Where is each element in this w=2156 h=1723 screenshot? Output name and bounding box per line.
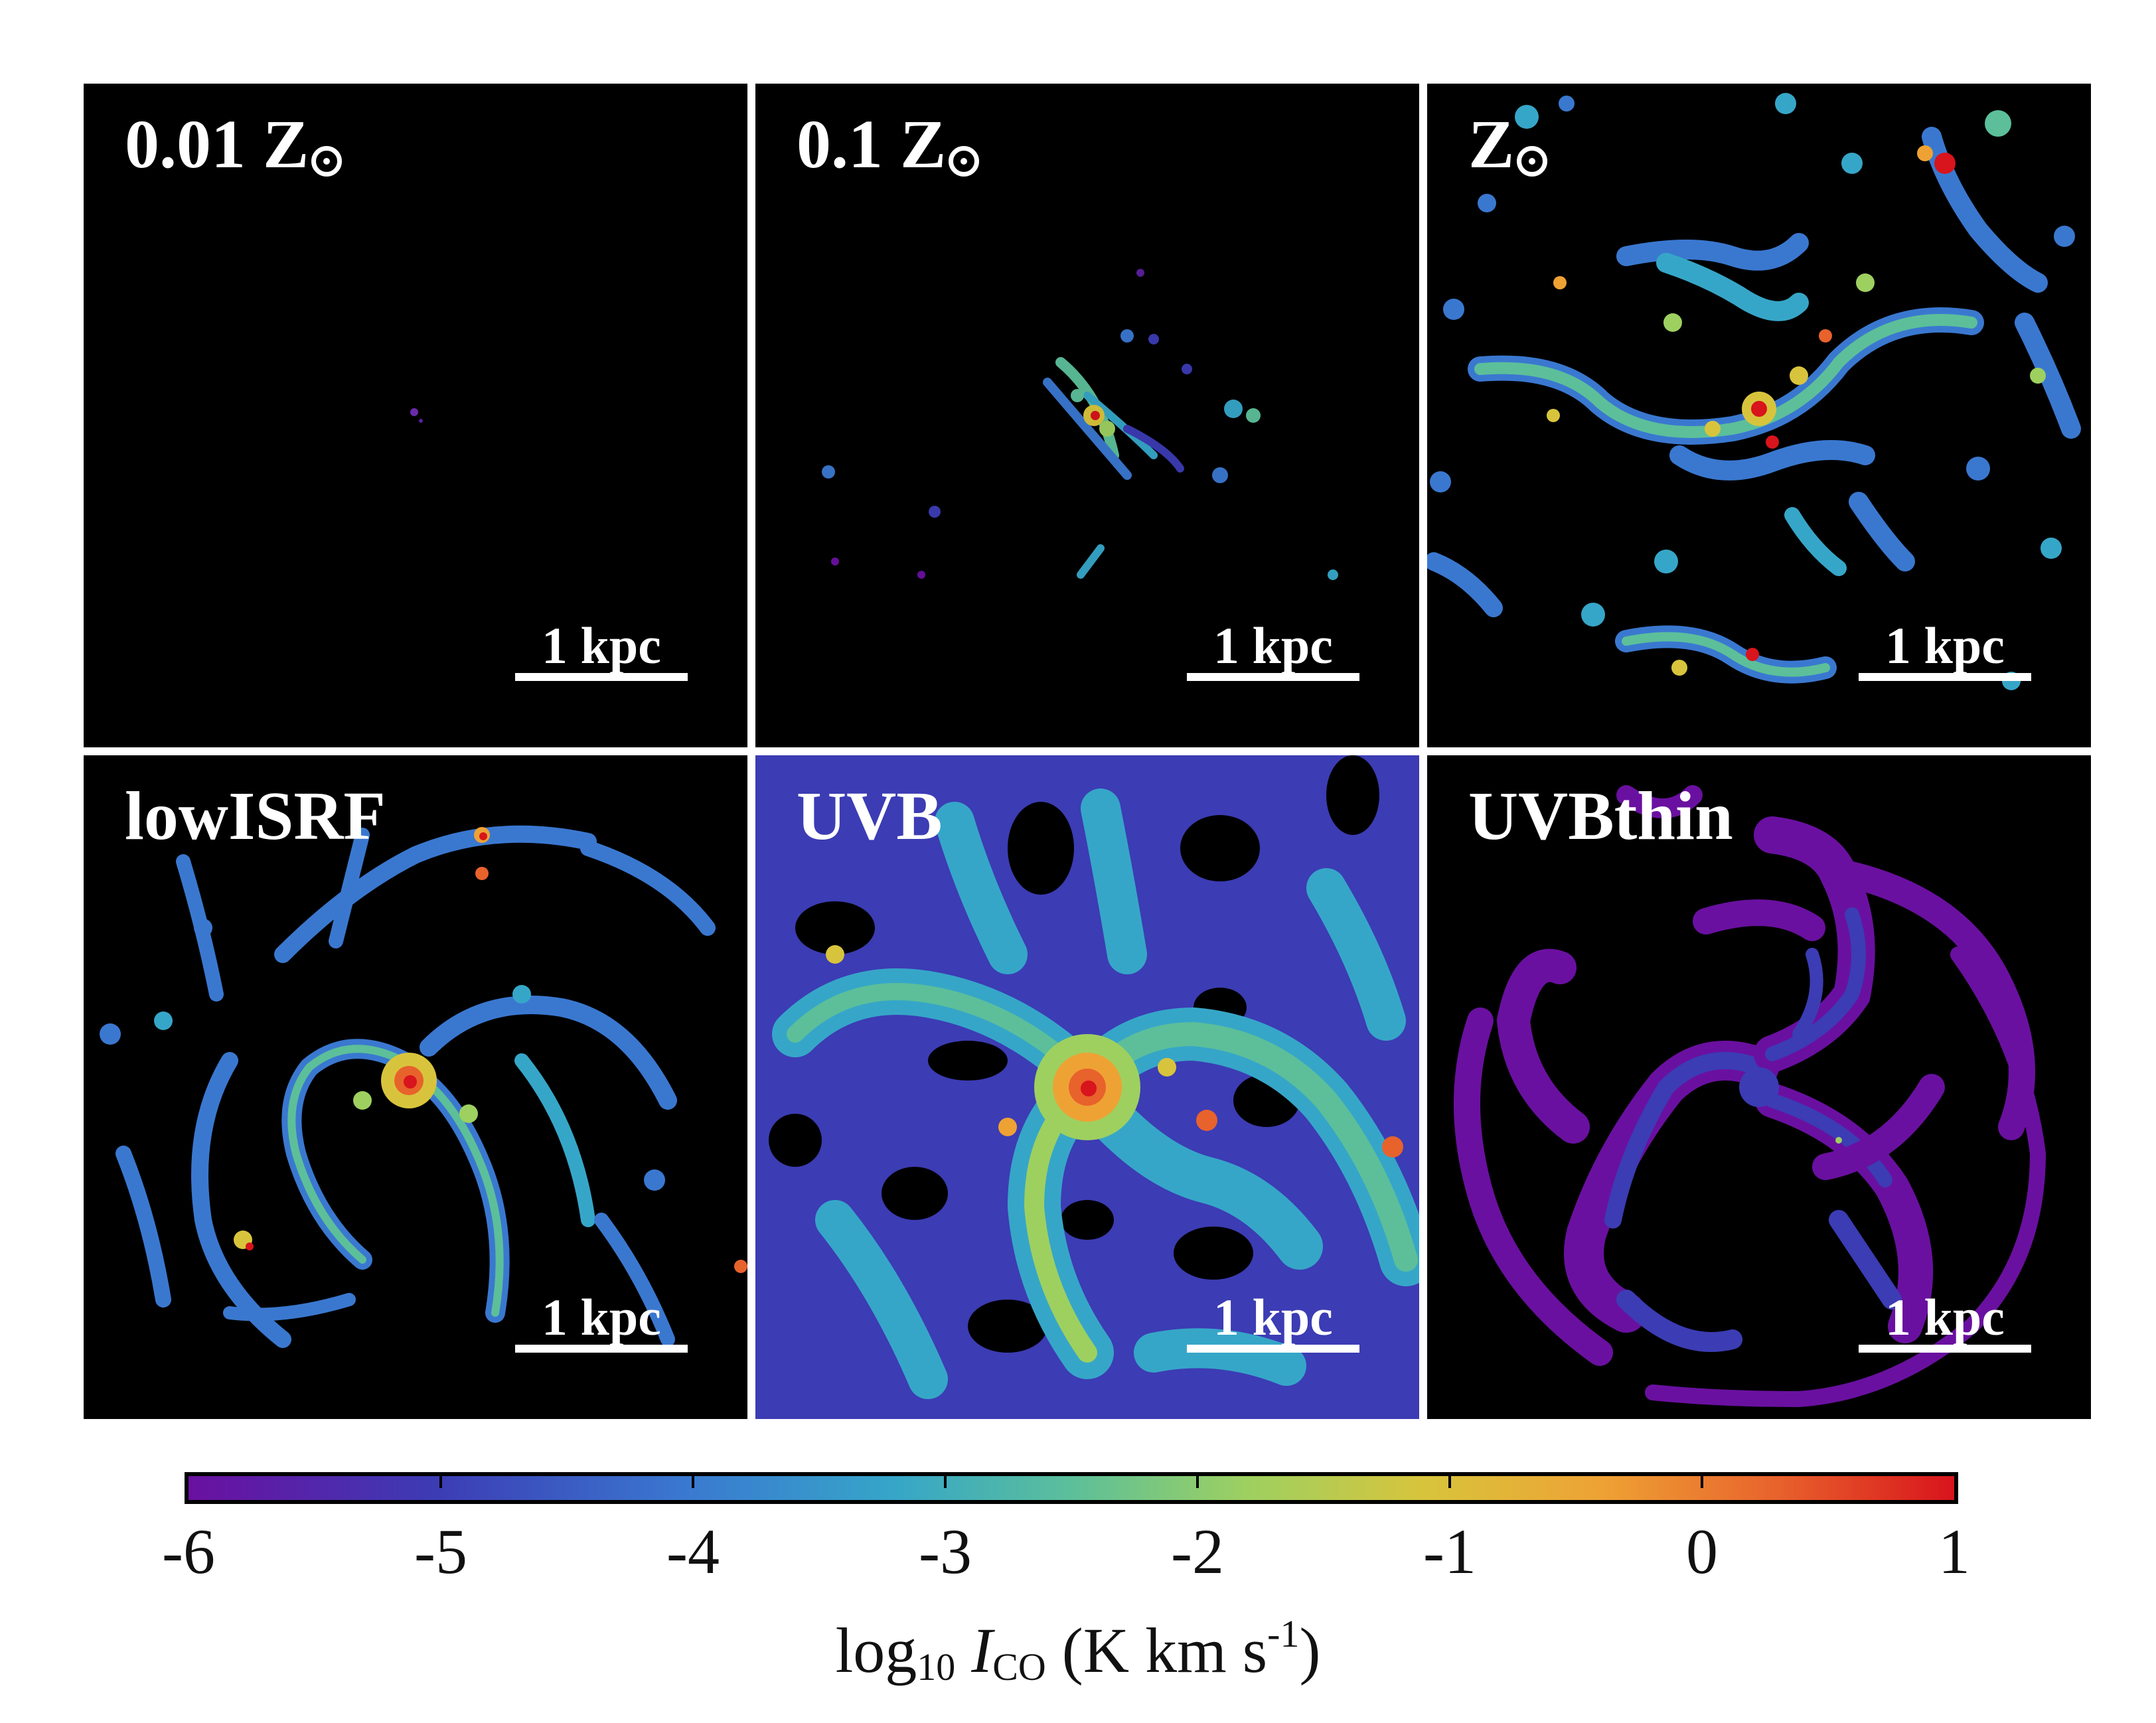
co-map-lowisrf xyxy=(100,825,747,1348)
scale-bar xyxy=(515,1345,688,1353)
colorbar-tick-label: -2 xyxy=(1171,1516,1224,1587)
colorbar-tick-label: 0 xyxy=(1686,1516,1718,1587)
scale-bar-label: 1 kpc xyxy=(542,1288,661,1346)
co-map-zsun xyxy=(1427,93,2081,690)
colorbar-tick-mark xyxy=(439,1475,442,1488)
panel-label: 0.01 Z xyxy=(125,110,343,179)
scale-bar xyxy=(515,673,688,681)
scale-bar xyxy=(1859,673,2031,681)
panel-zsun: Z 1 kpc xyxy=(1427,84,2091,747)
colorbar xyxy=(185,1472,1958,1504)
scale-bar xyxy=(1187,1345,1359,1353)
colorbar-tick-label: -3 xyxy=(919,1516,972,1587)
scale-bar xyxy=(1859,1345,2031,1353)
panel-0-1-zsun: 0.1 Z 1 kpc xyxy=(755,84,1419,747)
scale-bar-label: 1 kpc xyxy=(542,617,661,674)
colorbar-tick-label: -4 xyxy=(666,1516,720,1587)
panel-uvb: UVB 1 kpc xyxy=(755,755,1419,1419)
colorbar-tick-label: -1 xyxy=(1423,1516,1476,1587)
colorbar-tick-mark xyxy=(1701,1475,1703,1488)
co-map-uvb xyxy=(755,755,1419,1419)
scale-bar xyxy=(1187,673,1359,681)
co-map-uvbthin xyxy=(1454,785,2046,1408)
scale-bar-label: 1 kpc xyxy=(1213,1288,1333,1346)
panel-uvbthin: UVBthin 1 kpc xyxy=(1427,755,2091,1419)
solar-symbol-icon xyxy=(949,146,980,177)
colorbar-tick-label: -5 xyxy=(414,1516,467,1587)
colorbar-tick-label: -6 xyxy=(162,1516,215,1587)
panel-label: UVB xyxy=(797,778,943,854)
scale-bar-label: 1 kpc xyxy=(1885,1288,2005,1346)
scale-bar-label: 1 kpc xyxy=(1213,617,1333,674)
colorbar-tick-mark xyxy=(944,1475,947,1488)
panel-label: Z xyxy=(1468,110,1548,179)
colorbar-tick-label: 1 xyxy=(1938,1516,1970,1587)
solar-symbol-icon xyxy=(1517,146,1548,177)
colorbar-tick-mark xyxy=(692,1475,694,1488)
solar-symbol-icon xyxy=(311,146,343,177)
panel-0-01-zsun: 0.01 Z 1 kpc xyxy=(84,84,747,747)
colorbar-tick-mark xyxy=(1196,1475,1199,1488)
co-map-0-01-zsun xyxy=(410,408,423,423)
panel-label: UVBthin xyxy=(1468,778,1733,854)
panel-lowisrf: lowISRF 1 kpc xyxy=(84,755,747,1419)
colorbar-tick-mark xyxy=(1448,1475,1451,1488)
panel-label: lowISRF xyxy=(125,778,386,854)
co-map-0-1-zsun xyxy=(822,269,1338,580)
colorbar-title: log10 ICO (K km s-1) xyxy=(835,1612,1321,1688)
scale-bar-label: 1 kpc xyxy=(1885,617,2005,674)
panel-label: 0.1 Z xyxy=(797,110,980,179)
